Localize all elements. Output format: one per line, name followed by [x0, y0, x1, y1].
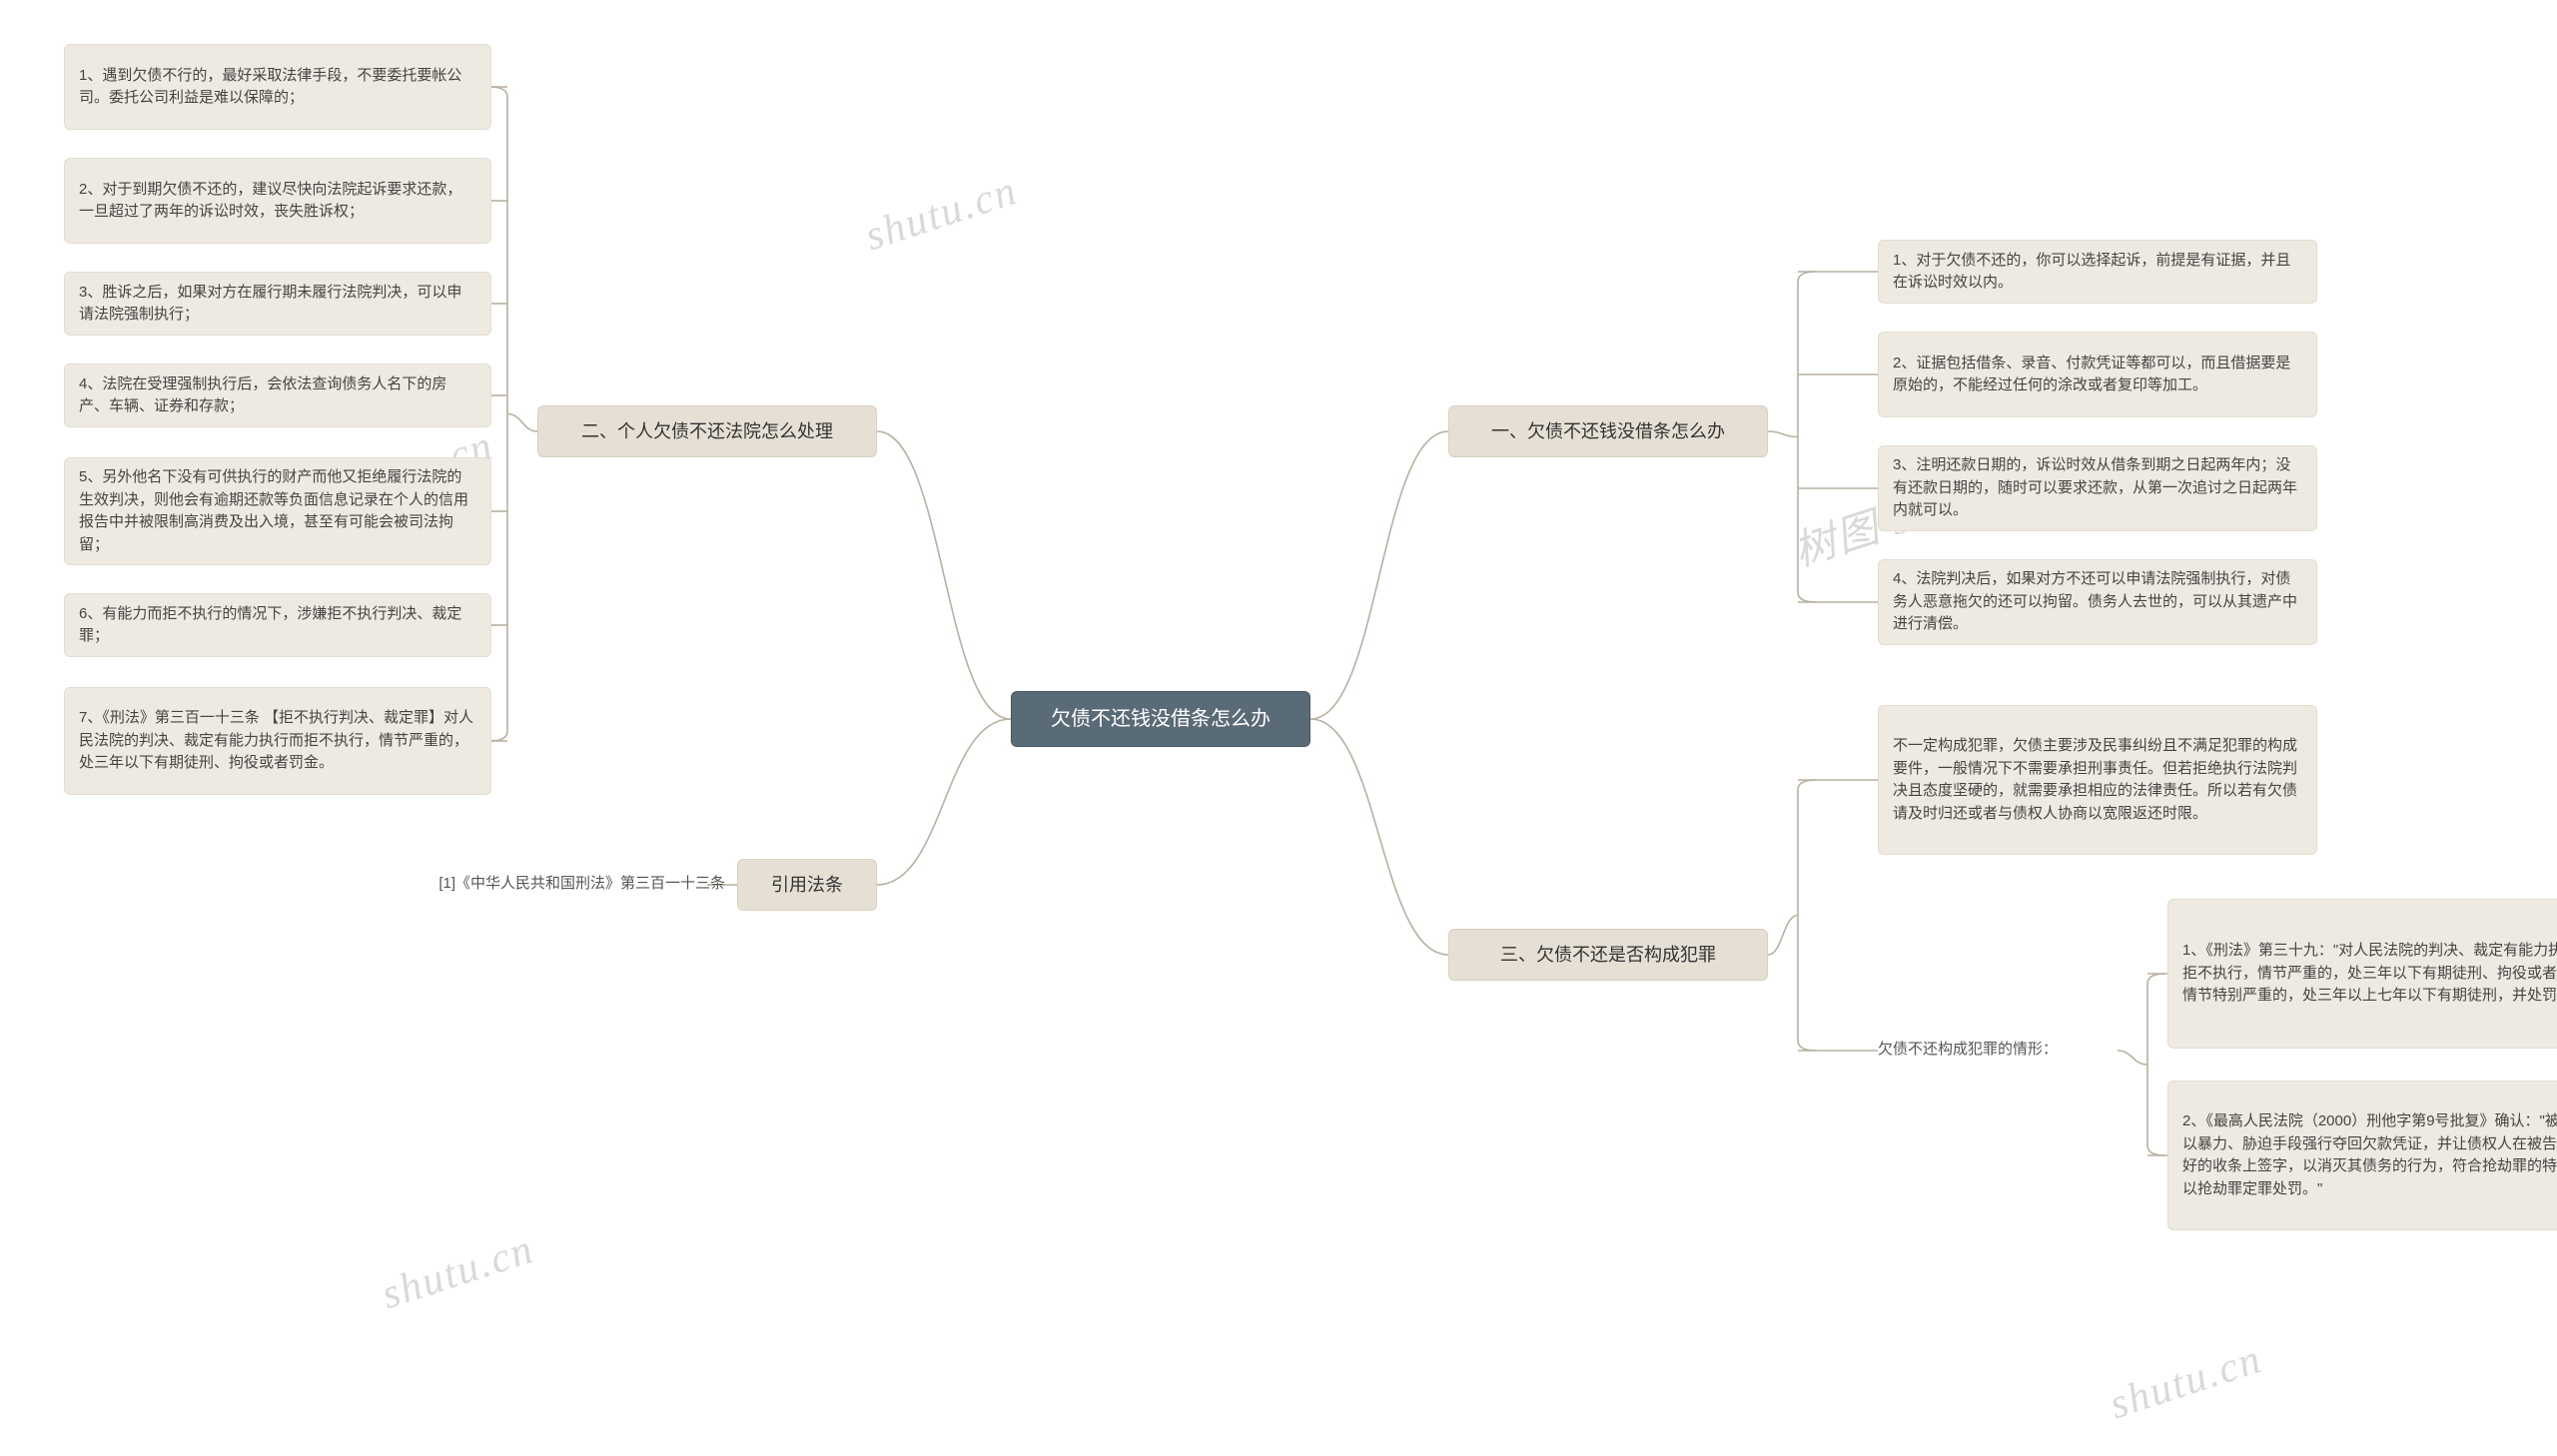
leaf-r1-3-label: 4、法院判决后，如果对方不还可以申请法院强制执行，对债务人恶意拖欠的还可以拘留。…	[1893, 568, 2302, 636]
leaf-l2-1: 2、对于到期欠债不还的，建议尽快向法院起诉要求还款，一旦超过了两年的诉讼时效，丧…	[64, 158, 491, 244]
branch-r3-label: 三、欠债不还是否构成犯罪	[1500, 942, 1716, 969]
branch-l4: 引用法条	[737, 859, 877, 911]
leaf-l2-6-label: 7、《刑法》第三百一十三条 【拒不执行判决、裁定罪】对人民法院的判决、裁定有能力…	[79, 707, 476, 775]
leaf-r1-2: 3、注明还款日期的，诉讼时效从借条到期之日起两年内；没有还款日期的，随时可以要求…	[1878, 445, 2317, 531]
leaf-r3s-1: 2、《最高人民法院（2000）刑他字第9号批复》确认："被告人以暴力、胁迫手段强…	[2167, 1081, 2557, 1230]
leaf-r1-2-label: 3、注明还款日期的，诉讼时效从借条到期之日起两年内；没有还款日期的，随时可以要求…	[1893, 454, 2302, 522]
leaf-r3s-1-label: 2、《最高人民法院（2000）刑他字第9号批复》确认："被告人以暴力、胁迫手段强…	[2182, 1110, 2557, 1200]
leaf-r3-0-label: 不一定构成犯罪，欠债主要涉及民事纠纷且不满足犯罪的构成要件，一般情况下不需要承担…	[1893, 735, 2302, 825]
leaf-l2-5: 6、有能力而拒不执行的情况下，涉嫌拒不执行判决、裁定罪；	[64, 593, 491, 657]
root-node: 欠债不还钱没借条怎么办	[1011, 691, 1310, 747]
leaf-r3s-0-label: 1、《刑法》第三十九："对人民法院的判决、裁定有能力执行而拒不执行，情节严重的，…	[2182, 940, 2557, 1008]
leaf-r1-1-label: 2、证据包括借条、录音、付款凭证等都可以，而且借据要是原始的，不能经过任何的涂改…	[1893, 353, 2302, 397]
branch-r1-label: 一、欠债不还钱没借条怎么办	[1491, 418, 1725, 445]
branch-l4-label: 引用法条	[771, 872, 843, 899]
leaf-l2-5-label: 6、有能力而拒不执行的情况下，涉嫌拒不执行判决、裁定罪；	[79, 603, 476, 648]
leaf-r1-0-label: 1、对于欠债不还的，你可以选择起诉，前提是有证据，并且在诉讼时效以内。	[1893, 250, 2302, 295]
watermark-1: shutu.cn	[859, 167, 1023, 261]
leaf-r1-1: 2、证据包括借条、录音、付款凭证等都可以，而且借据要是原始的，不能经过任何的涂改…	[1878, 332, 2317, 417]
root-label: 欠债不还钱没借条怎么办	[1051, 704, 1271, 734]
leaf-r3s-0: 1、《刑法》第三十九："对人民法院的判决、裁定有能力执行而拒不执行，情节严重的，…	[2167, 899, 2557, 1049]
leaf-l2-2-label: 3、胜诉之后，如果对方在履行期未履行法院判决，可以申请法院强制执行；	[79, 282, 476, 327]
plain-l4-0: [1]《中华人民共和国刑法》第三百一十三条	[366, 873, 725, 897]
leaf-l2-0: 1、遇到欠债不行的，最好采取法律手段，不要委托要帐公司。委托公司利益是难以保障的…	[64, 44, 491, 130]
leaf-r1-0: 1、对于欠债不还的，你可以选择起诉，前提是有证据，并且在诉讼时效以内。	[1878, 240, 2317, 304]
watermark-4: shutu.cn	[2104, 1335, 2267, 1429]
subnode-r3s: 欠债不还构成犯罪的情形：	[1878, 1039, 2118, 1063]
leaf-l2-3-label: 4、法院在受理强制执行后，会依法查询债务人名下的房产、车辆、证券和存款；	[79, 373, 476, 418]
leaf-l2-4: 5、另外他名下没有可供执行的财产而他又拒绝履行法院的生效判决，则他会有逾期还款等…	[64, 457, 491, 565]
leaf-r1-3: 4、法院判决后，如果对方不还可以申请法院强制执行，对债务人恶意拖欠的还可以拘留。…	[1878, 559, 2317, 645]
leaf-l2-1-label: 2、对于到期欠债不还的，建议尽快向法院起诉要求还款，一旦超过了两年的诉讼时效，丧…	[79, 179, 476, 224]
branch-l2: 二、个人欠债不还法院怎么处理	[537, 405, 877, 457]
branch-r3: 三、欠债不还是否构成犯罪	[1448, 929, 1768, 981]
watermark-3: shutu.cn	[376, 1225, 539, 1319]
branch-l2-label: 二、个人欠债不还法院怎么处理	[581, 418, 833, 445]
leaf-r3-0: 不一定构成犯罪，欠债主要涉及民事纠纷且不满足犯罪的构成要件，一般情况下不需要承担…	[1878, 705, 2317, 855]
leaf-l2-3: 4、法院在受理强制执行后，会依法查询债务人名下的房产、车辆、证券和存款；	[64, 364, 491, 427]
leaf-l2-4-label: 5、另外他名下没有可供执行的财产而他又拒绝履行法院的生效判决，则他会有逾期还款等…	[79, 466, 476, 556]
branch-r1: 一、欠债不还钱没借条怎么办	[1448, 405, 1768, 457]
leaf-l2-2: 3、胜诉之后，如果对方在履行期未履行法院判决，可以申请法院强制执行；	[64, 272, 491, 336]
leaf-l2-0-label: 1、遇到欠债不行的，最好采取法律手段，不要委托要帐公司。委托公司利益是难以保障的…	[79, 65, 476, 110]
leaf-l2-6: 7、《刑法》第三百一十三条 【拒不执行判决、裁定罪】对人民法院的判决、裁定有能力…	[64, 687, 491, 795]
